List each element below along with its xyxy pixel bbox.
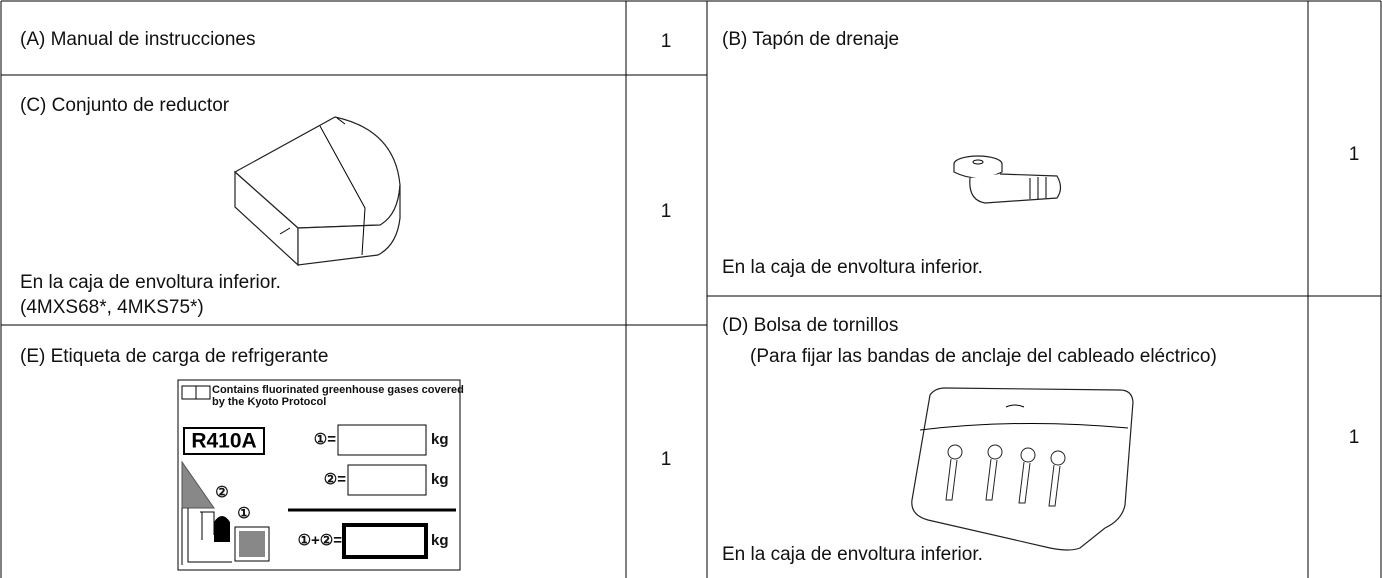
label-heading: Contains fluorinated greenhouse gases co…	[212, 384, 464, 396]
item-models: (4MXS68*, 4MKS75*)	[20, 297, 204, 318]
item-note: En la caja de envoltura inferior.	[722, 257, 983, 278]
item-label: (E) Etiqueta de carga de refrigerante	[20, 346, 328, 367]
item-qty: 1	[1349, 144, 1360, 165]
item-purpose: (Para fijar las bandas de anclaje del ca…	[750, 346, 1217, 367]
item-label: (B) Tapón de drenaje	[722, 29, 899, 50]
item-qty: 1	[661, 31, 672, 52]
field-key: ②=	[324, 471, 346, 488]
marker: ②	[215, 484, 228, 501]
item-label: (A) Manual de instrucciones	[20, 29, 256, 50]
field-key: ①=	[314, 431, 336, 448]
refrigerant-name: R410A	[191, 430, 256, 453]
field-unit: kg	[431, 471, 449, 488]
drain-plug-drawing	[953, 155, 1062, 204]
marker: ①	[237, 505, 250, 522]
refrigerant-label-drawing: Contains fluorinated greenhouse gases co…	[177, 379, 464, 571]
item-label: (D) Bolsa de tornillos	[722, 315, 898, 336]
item-note: En la caja de envoltura inferior.	[722, 544, 983, 565]
item-note: En la caja de envoltura inferior.	[20, 272, 281, 293]
field-unit: kg	[431, 532, 449, 549]
item-qty: 1	[661, 201, 672, 222]
reducer-drawing	[233, 116, 401, 267]
item-label: (C) Conjunto de reductor	[20, 95, 230, 116]
field-key: ①+②=	[298, 532, 343, 549]
screw-bag-drawing	[911, 387, 1134, 551]
item-qty: 1	[1349, 427, 1360, 448]
label-heading: by the Kyoto Protocol	[212, 396, 326, 408]
item-qty: 1	[661, 449, 672, 470]
field-unit: kg	[431, 431, 449, 448]
